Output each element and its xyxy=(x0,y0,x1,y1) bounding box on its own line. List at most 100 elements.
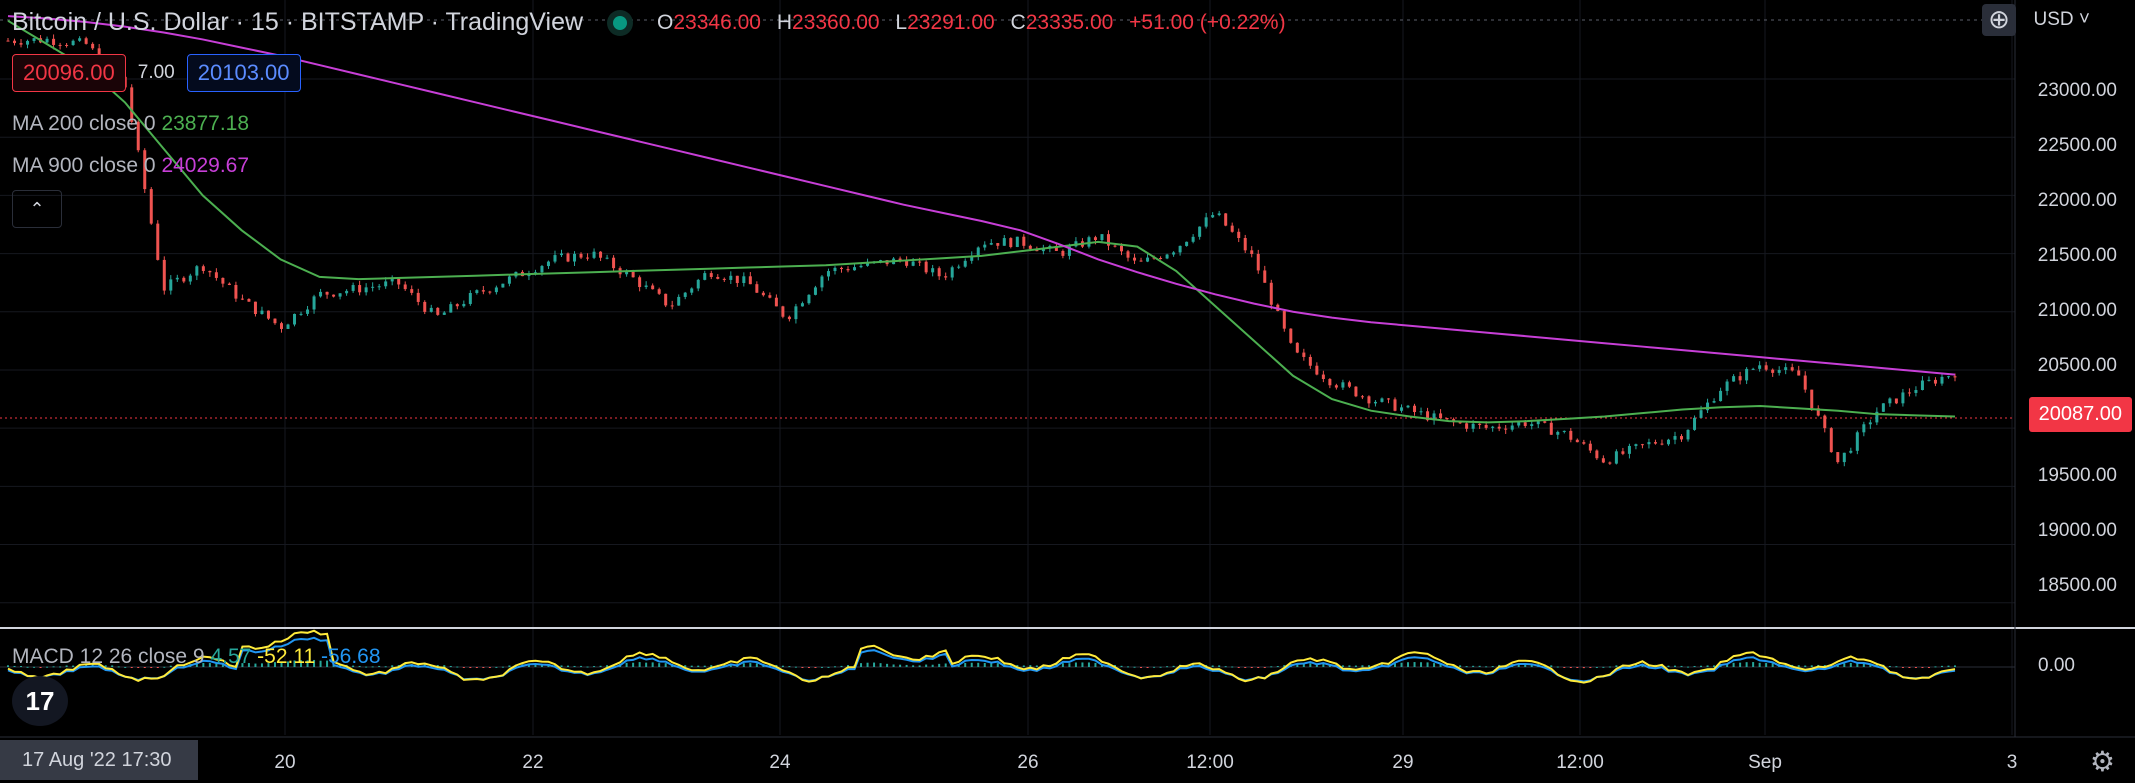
candle-body xyxy=(1393,399,1397,411)
collapse-legend-button[interactable]: ⌃ xyxy=(12,190,62,228)
ma200-legend[interactable]: MA 200 close 0 23877.18 xyxy=(12,112,249,136)
macd-histogram-bar xyxy=(1608,666,1611,668)
macd-histogram-bar xyxy=(820,666,823,668)
candle-body xyxy=(1614,451,1618,464)
buy-price-button[interactable]: 20103.00 xyxy=(186,54,301,92)
macd-histogram-bar xyxy=(1556,666,1559,668)
macd-histogram-bar xyxy=(840,665,843,667)
candle-body xyxy=(1093,237,1097,241)
time-axis-label: 12:00 xyxy=(1186,752,1234,773)
macd-histogram-bar xyxy=(1550,665,1553,667)
candle-body xyxy=(397,278,401,285)
change-value: +51.00 (+0.22%) xyxy=(1129,10,1286,34)
symbol-title[interactable]: Bitcoin / U.S. Dollar · 15 · BITSTAMP · … xyxy=(12,8,584,36)
macd-histogram-bar xyxy=(1022,665,1025,667)
macd-histogram-bar xyxy=(606,665,609,667)
macd-histogram-bar xyxy=(1413,662,1416,667)
candle-body xyxy=(742,276,746,284)
macd-histogram-bar xyxy=(1576,667,1579,668)
candle-body xyxy=(266,310,270,319)
macd-histogram-bar xyxy=(1700,665,1703,667)
macd-histogram-bar xyxy=(59,666,62,668)
candle-body xyxy=(768,295,772,298)
ma900-legend[interactable]: MA 900 close 0 24029.67 xyxy=(12,154,249,178)
macd-histogram-bar xyxy=(1127,666,1130,668)
macd-histogram-bar xyxy=(501,666,504,668)
open-value: 23346.00 xyxy=(673,10,761,34)
macd-histogram-bar xyxy=(117,666,120,668)
candle-body xyxy=(1100,234,1104,241)
candle-body xyxy=(1588,443,1592,451)
macd-histogram-bar xyxy=(931,664,934,667)
macd-histogram-bar xyxy=(1569,667,1572,668)
candle-body xyxy=(826,271,830,277)
macd-histogram-bar xyxy=(1706,665,1709,667)
candle-body xyxy=(1028,245,1032,249)
candle-body xyxy=(1894,398,1898,404)
candle-body xyxy=(416,292,420,302)
candle-body xyxy=(442,312,446,315)
macd-histogram-bar xyxy=(1035,665,1038,667)
macd-histogram-bar xyxy=(1843,663,1846,667)
macd-histogram-bar xyxy=(996,663,999,667)
macd-histogram-bar xyxy=(586,666,589,668)
candle-body xyxy=(169,279,173,291)
candle-body xyxy=(1061,250,1065,256)
candle-body xyxy=(774,297,778,307)
macd-legend[interactable]: MACD 12 26 close 9 4.57 -52.11 -56.68 xyxy=(12,645,381,669)
chevron-up-icon: ⌃ xyxy=(29,199,45,219)
macd-histogram-bar xyxy=(553,664,556,667)
macd-histogram-bar xyxy=(781,665,784,667)
candle-body xyxy=(813,287,817,295)
candle-body xyxy=(1133,257,1137,261)
candle-body xyxy=(507,276,511,284)
macd-histogram-bar xyxy=(632,662,635,667)
currency-selector[interactable]: USD ˅ xyxy=(2033,9,2090,31)
candle-body xyxy=(1803,375,1807,390)
candle-body xyxy=(1653,442,1657,444)
gear-icon[interactable]: ⚙ xyxy=(2089,746,2115,777)
macd-histogram-bar xyxy=(352,665,355,667)
tradingview-logo[interactable]: 17 xyxy=(12,676,68,726)
tv-logo-icon: 17 xyxy=(25,686,55,716)
add-alert-button[interactable]: ⊕ xyxy=(1982,4,2016,36)
sell-price-button[interactable]: 20096.00 xyxy=(12,54,126,92)
candle-body xyxy=(846,269,850,271)
macd-histogram-bar xyxy=(254,663,257,667)
candle-body xyxy=(1458,422,1462,424)
macd-histogram-bar xyxy=(130,667,133,668)
candle-body xyxy=(989,243,993,245)
macd-histogram-bar xyxy=(1393,663,1396,667)
macd-histogram-bar xyxy=(13,665,16,667)
candle-body xyxy=(1953,376,1957,378)
macd-histogram-bar xyxy=(20,665,23,667)
macd-histogram-bar xyxy=(938,663,941,667)
candle-body xyxy=(1764,365,1768,370)
candle-body xyxy=(1660,443,1664,445)
candle-body xyxy=(625,271,629,275)
macd-histogram-bar xyxy=(879,663,882,667)
candle-body xyxy=(299,313,303,315)
candle-body xyxy=(1347,382,1351,387)
macd-histogram-bar xyxy=(306,660,309,667)
macd-histogram-bar xyxy=(326,660,329,667)
candle-body xyxy=(13,40,17,44)
macd-histogram-bar xyxy=(287,661,290,667)
price-axis-label: 23000.00 xyxy=(2037,80,2117,101)
candle-body xyxy=(1139,260,1143,262)
macd-histogram-bar xyxy=(208,663,211,667)
price-axis-label: 19500.00 xyxy=(2037,465,2117,486)
macd-histogram-bar xyxy=(1888,665,1891,667)
current-price-tag: 20087.00 xyxy=(2028,397,2132,432)
candle-body xyxy=(58,44,62,46)
macd-histogram-bar xyxy=(918,665,921,667)
candle-body xyxy=(794,306,798,320)
candle-body xyxy=(1842,452,1846,463)
macd-histogram-bar xyxy=(1159,666,1162,668)
candle-body xyxy=(970,255,974,261)
candle-body xyxy=(293,313,297,325)
candle-body xyxy=(1849,450,1853,453)
candle-body xyxy=(1680,436,1684,440)
macd-histogram-bar xyxy=(33,666,36,668)
